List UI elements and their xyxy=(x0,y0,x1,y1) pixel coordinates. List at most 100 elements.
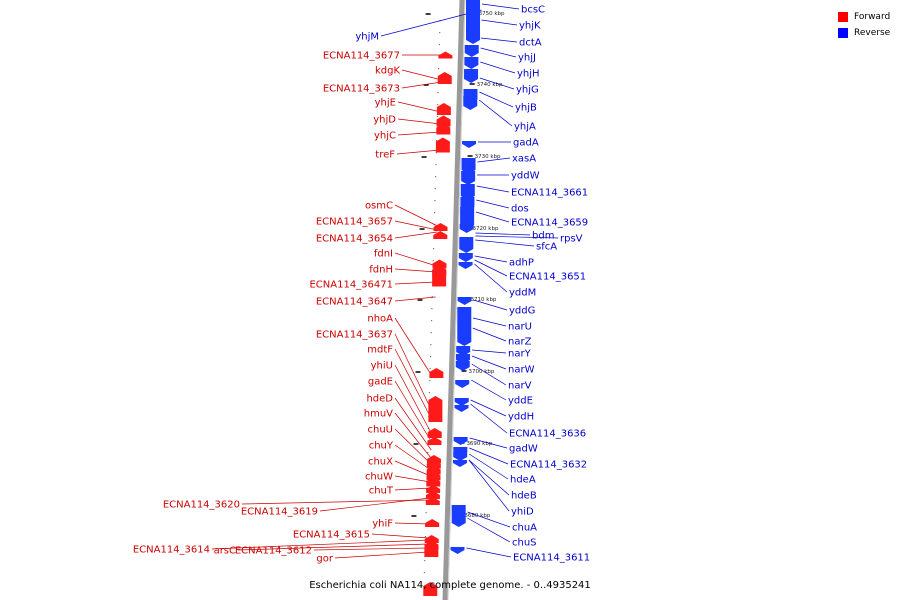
reverse-gene-feature[interactable] xyxy=(452,460,467,463)
forward-gene-label[interactable]: chuU xyxy=(368,425,394,436)
forward-gene-label[interactable]: ECNA114_3657 xyxy=(316,217,393,228)
forward-gene-label[interactable]: arsC xyxy=(214,546,236,557)
forward-gene-feature[interactable] xyxy=(436,107,451,115)
reverse-gene-label[interactable]: rpsV xyxy=(560,234,583,245)
forward-gene-label[interactable]: hmuV xyxy=(364,409,393,420)
reverse-gene-label[interactable]: yhjJ xyxy=(518,53,536,64)
reverse-gene-feature[interactable] xyxy=(464,57,479,65)
forward-gene-label[interactable]: gor xyxy=(316,554,333,565)
forward-gene-label[interactable]: ECNA114_3615 xyxy=(293,530,370,541)
reverse-gene-feature[interactable] xyxy=(460,184,475,196)
forward-gene-label[interactable]: hdeD xyxy=(366,394,393,405)
reverse-gene-label[interactable]: ECNA114_3636 xyxy=(509,429,586,440)
reverse-gene-feature[interactable] xyxy=(453,452,468,457)
reverse-gene-label[interactable]: narU xyxy=(508,322,532,333)
forward-gene-label[interactable]: osmC xyxy=(365,201,393,212)
reverse-gene-feature[interactable] xyxy=(464,69,479,79)
forward-gene-label[interactable]: fdnI xyxy=(374,249,393,260)
reverse-gene-label[interactable]: bdm xyxy=(532,231,554,242)
reverse-gene-feature[interactable] xyxy=(455,361,470,367)
forward-gene-feature[interactable] xyxy=(425,495,440,499)
forward-gene-label[interactable]: ECNA114_3637 xyxy=(316,330,393,341)
forward-gene-label[interactable]: ECNA114_3620 xyxy=(163,500,240,511)
reverse-gene-feature[interactable] xyxy=(466,0,480,40)
reverse-gene-feature[interactable] xyxy=(454,405,469,408)
reverse-gene-feature[interactable] xyxy=(455,380,470,384)
reverse-gene-label[interactable]: chuS xyxy=(512,538,537,549)
reverse-gene-feature[interactable] xyxy=(450,547,465,550)
forward-gene-label[interactable]: ECNA114_3654 xyxy=(316,234,393,245)
reverse-gene-feature[interactable] xyxy=(462,141,477,144)
reverse-gene-feature[interactable] xyxy=(458,262,473,265)
forward-gene-feature[interactable] xyxy=(426,481,441,487)
forward-gene-label[interactable]: gadE xyxy=(368,377,393,388)
forward-gene-label[interactable]: chuW xyxy=(365,472,393,483)
reverse-gene-label[interactable]: ECNA114_3659 xyxy=(511,218,588,229)
reverse-gene-label[interactable]: narY xyxy=(508,349,532,360)
reverse-gene-feature[interactable] xyxy=(463,96,478,106)
reverse-gene-feature[interactable] xyxy=(459,237,474,249)
reverse-gene-label[interactable]: narW xyxy=(508,365,535,376)
forward-gene-label[interactable]: ECNA114_3612 xyxy=(235,546,312,557)
forward-gene-label[interactable]: yhiU xyxy=(371,361,393,372)
forward-gene-label[interactable]: chuX xyxy=(368,457,393,468)
reverse-gene-label[interactable]: dctA xyxy=(519,38,542,49)
reverse-gene-label[interactable]: adhP xyxy=(509,258,534,269)
forward-gene-feature[interactable] xyxy=(437,76,452,84)
reverse-gene-label[interactable]: yddH xyxy=(508,412,534,423)
reverse-gene-label[interactable]: yhjB xyxy=(515,103,537,114)
reverse-gene-feature[interactable] xyxy=(455,354,470,360)
reverse-gene-feature[interactable] xyxy=(459,224,474,229)
forward-gene-feature[interactable] xyxy=(436,119,451,127)
forward-gene-label[interactable]: mdtF xyxy=(367,345,393,356)
forward-gene-label[interactable]: ECNA114_3614 xyxy=(133,545,210,556)
forward-gene-label[interactable]: nhoA xyxy=(367,314,393,325)
reverse-gene-label[interactable]: yhiD xyxy=(511,507,534,518)
forward-gene-label[interactable]: chuT xyxy=(369,486,394,497)
reverse-gene-label[interactable]: hdeB xyxy=(511,491,537,502)
forward-gene-feature[interactable] xyxy=(433,235,448,239)
forward-gene-label[interactable]: yhjE xyxy=(375,98,396,109)
forward-gene-feature[interactable] xyxy=(427,432,442,438)
reverse-gene-label[interactable]: bcsC xyxy=(521,5,545,16)
reverse-gene-feature[interactable] xyxy=(457,297,472,301)
reverse-gene-label[interactable]: hdeA xyxy=(510,475,536,486)
forward-gene-label[interactable]: yhjC xyxy=(374,131,396,142)
reverse-gene-label[interactable]: yddG xyxy=(509,306,535,317)
forward-gene-label[interactable]: ECNA114_3677 xyxy=(323,51,400,62)
reverse-gene-label[interactable]: chuA xyxy=(512,523,537,534)
reverse-gene-feature[interactable] xyxy=(461,171,476,181)
forward-gene-feature[interactable] xyxy=(426,489,441,493)
reverse-gene-label[interactable]: ECNA114_3632 xyxy=(510,460,587,471)
forward-gene-label[interactable]: ECNA114_3619 xyxy=(241,507,318,518)
reverse-gene-feature[interactable] xyxy=(451,505,466,523)
forward-gene-feature[interactable] xyxy=(432,269,447,287)
forward-gene-feature[interactable] xyxy=(429,372,444,378)
forward-gene-feature[interactable] xyxy=(424,549,439,557)
reverse-gene-label[interactable]: dos xyxy=(511,204,529,215)
reverse-gene-label[interactable]: yddE xyxy=(508,396,533,407)
reverse-gene-feature[interactable] xyxy=(460,197,475,207)
reverse-gene-label[interactable]: yhjA xyxy=(514,122,536,133)
reverse-gene-label[interactable]: ECNA114_3611 xyxy=(513,553,590,564)
reverse-gene-label[interactable]: yhjH xyxy=(517,69,540,80)
reverse-gene-label[interactable]: narV xyxy=(508,381,532,392)
reverse-gene-label[interactable]: gadA xyxy=(513,138,539,149)
forward-gene-label[interactable]: yhiF xyxy=(372,519,393,530)
forward-gene-feature[interactable] xyxy=(425,501,440,505)
reverse-gene-feature[interactable] xyxy=(453,447,468,452)
reverse-gene-label[interactable]: narZ xyxy=(508,337,532,348)
reverse-gene-feature[interactable] xyxy=(456,346,471,352)
reverse-gene-feature[interactable] xyxy=(458,253,473,258)
reverse-gene-label[interactable]: yhjM xyxy=(355,32,379,43)
forward-gene-feature[interactable] xyxy=(427,441,442,445)
reverse-gene-feature[interactable] xyxy=(460,207,475,225)
reverse-gene-feature[interactable] xyxy=(461,158,476,170)
forward-gene-label[interactable]: yhjD xyxy=(373,115,396,126)
reverse-gene-label[interactable]: yddM xyxy=(509,288,536,299)
forward-gene-feature[interactable] xyxy=(428,400,443,422)
forward-gene-label[interactable]: fdnH xyxy=(369,265,393,276)
reverse-gene-feature[interactable] xyxy=(453,437,468,441)
forward-gene-feature[interactable] xyxy=(433,227,448,231)
reverse-gene-feature[interactable] xyxy=(463,89,478,99)
